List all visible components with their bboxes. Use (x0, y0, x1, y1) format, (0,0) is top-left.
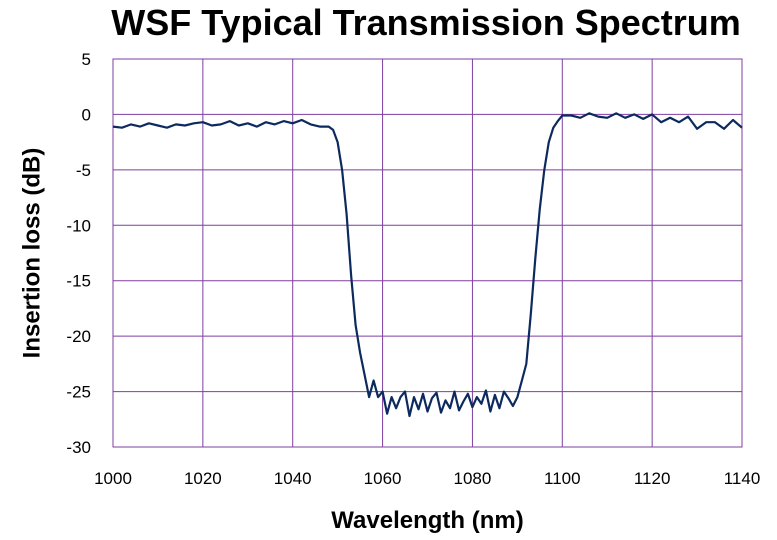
y-axis-ticks: 5 0 -5 -10 -15 -20 -25 -30 (66, 50, 91, 457)
y-axis-title: Insertion loss (dB) (18, 148, 45, 359)
y-tick-label: -5 (76, 161, 91, 180)
y-tick-label: 5 (82, 50, 91, 69)
x-axis-ticks: 1000 1020 1040 1060 1080 1100 1120 1140 (94, 469, 760, 488)
y-tick-label: -30 (66, 438, 91, 457)
x-axis-title: Wavelength (nm) (331, 507, 523, 534)
y-tick-label: -25 (66, 383, 91, 402)
x-tick-label: 1140 (724, 469, 761, 488)
y-tick-label: -20 (66, 327, 91, 346)
y-tick-label: -10 (66, 216, 91, 235)
x-tick-label: 1040 (274, 469, 312, 488)
x-tick-label: 1020 (184, 469, 222, 488)
plot-frame (112, 58, 743, 448)
x-tick-label: 1000 (94, 469, 132, 488)
x-tick-label: 1120 (634, 469, 671, 488)
chart-title: WSF Typical Transmission Spectrum (111, 2, 741, 43)
y-tick-label: -15 (66, 272, 91, 291)
x-tick-label: 1100 (544, 469, 581, 488)
x-tick-label: 1080 (454, 469, 492, 488)
y-tick-label: 0 (82, 105, 91, 124)
series-line (112, 112, 743, 418)
x-tick-label: 1060 (364, 469, 402, 488)
